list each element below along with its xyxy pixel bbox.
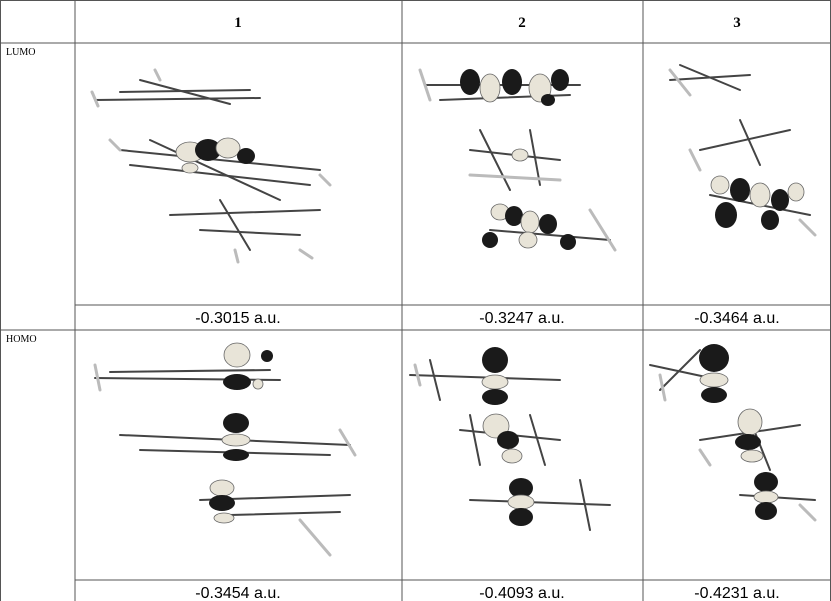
column-header: 3 [733, 15, 741, 31]
energy: -0.3464 a.u. [694, 310, 779, 327]
row-label: HOMO [6, 334, 37, 345]
molecule-image [92, 70, 330, 262]
orbital-table: 1 2 3 LUMO HOMO -0.3015 a.u. -0.3247 a.u… [0, 0, 831, 601]
molecule-image [420, 69, 615, 250]
energy: -0.3247 a.u. [479, 310, 564, 327]
molecule-image [410, 347, 610, 530]
molecule-image [95, 343, 355, 555]
molecule-image [650, 344, 815, 520]
column-header: 1 [234, 15, 242, 31]
column-header: 2 [518, 15, 526, 31]
row-label: LUMO [6, 47, 35, 58]
energy: -0.3454 a.u. [195, 585, 280, 601]
molecule-image [670, 65, 815, 235]
energy: -0.3015 a.u. [195, 310, 280, 327]
energy: -0.4231 a.u. [694, 585, 779, 601]
energy: -0.4093 a.u. [479, 585, 564, 601]
table-grid [0, 0, 831, 601]
